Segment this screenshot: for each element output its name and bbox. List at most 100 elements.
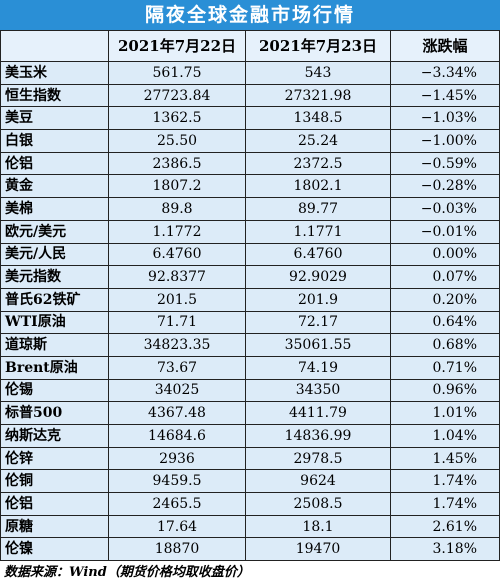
value-cell: 14836.99 [245,424,391,448]
value-cell: 74.19 [245,355,391,380]
value-cell: −1.45% [390,83,500,108]
name-cell: 美元/人民 [0,242,109,267]
value-cell: 0.00% [390,242,500,267]
value-cell: 35061.55 [245,333,391,357]
name-cell: Brent原油 [0,355,109,380]
value-cell: 2508.5 [245,492,391,516]
value-cell: 2372.5 [245,151,391,176]
name-cell: 伦镍 [0,537,109,562]
value-cell: 1802.1 [245,174,391,199]
row: 伦锌 2936 2978.5 1.45% [0,446,500,471]
row: 美元指数 92.8377 92.9029 0.07% [0,265,500,289]
value-cell: 92.8377 [108,265,246,289]
value-cell: 3.18% [390,537,500,562]
value-cell: 0.64% [390,310,500,335]
title: 隔夜全球金融市场行情 [0,0,500,30]
row: 伦镍 18870 19470 3.18% [0,537,500,562]
value-cell: 27723.84 [108,83,246,108]
value-cell: 89.77 [245,197,391,221]
name-cell: 标普500 [0,401,109,425]
value-cell: 19470 [245,537,391,562]
value-cell: 71.71 [108,310,246,335]
name-cell: WTI原油 [0,310,109,335]
header-cell [0,30,109,62]
name-cell: 普氏62铁矿 [0,287,109,312]
value-cell: 34025 [108,378,246,403]
header-row: 2021年7月22日 2021年7月23日 涨跌幅 [0,30,500,62]
row: 白银 25.50 25.24 −1.00% [0,129,500,153]
value-cell: −0.01% [390,219,500,244]
row: 美棉 89.8 89.77 −0.03% [0,197,500,221]
value-cell: 201.9 [245,287,391,312]
value-cell: 1.1771 [245,219,391,244]
name-cell: 恒生指数 [0,83,109,108]
name-cell: 伦铝 [0,151,109,176]
row: 伦铜 9459.5 9624 1.74% [0,469,500,494]
value-cell: 2386.5 [108,151,246,176]
value-cell: 0.20% [390,287,500,312]
row: 原糖 17.64 18.1 2.61% [0,514,500,539]
name-cell: 纳斯达克 [0,424,109,448]
value-cell: 2936 [108,446,246,471]
value-cell: 0.96% [390,378,500,403]
name-cell: 黄金 [0,174,109,199]
row: 黄金 1807.2 1802.1 −0.28% [0,174,500,199]
value-cell: 1.04% [390,424,500,448]
value-cell: 6.4760 [108,242,246,267]
value-cell: −0.03% [390,197,500,221]
value-cell: 14684.6 [108,424,246,448]
value-cell: 1.01% [390,401,500,425]
value-cell: 73.67 [108,355,246,380]
value-cell: −1.00% [390,129,500,153]
row: WTI原油 71.71 72.17 0.64% [0,310,500,335]
value-cell: 72.17 [245,310,391,335]
name-cell: 美元指数 [0,265,109,289]
header-cell: 涨跌幅 [390,30,500,62]
name-cell: 伦锡 [0,378,109,403]
row: 恒生指数 27723.84 27321.98 −1.45% [0,83,500,108]
name-cell: 伦铝 [0,492,109,516]
footer: 数据来源：Wind（期货价格均取收盘价） [4,565,250,581]
value-cell: 1807.2 [108,174,246,199]
table: 2021年7月22日 2021年7月23日 涨跌幅 美玉米 561.75 543 −3.34… [0,30,500,562]
header-cell: 2021年7月22日 [108,30,246,62]
value-cell: −0.28% [390,174,500,199]
value-cell: 0.07% [390,265,500,289]
row: 欧元/美元 1.1772 1.1771 −0.01% [0,219,500,244]
name-cell: 白银 [0,129,109,153]
name-cell: 伦铜 [0,469,109,494]
value-cell: 1.74% [390,492,500,516]
value-cell: 1.1772 [108,219,246,244]
value-cell: 27321.98 [245,83,391,108]
name-cell: 美豆 [0,106,109,131]
value-cell: 0.68% [390,333,500,357]
value-cell: −3.34% [390,61,500,85]
value-cell: 6.4760 [245,242,391,267]
value-cell: 1348.5 [245,106,391,131]
value-cell: 1.74% [390,469,500,494]
row: Brent原油 73.67 74.19 0.71% [0,355,500,380]
name-cell: 原糖 [0,514,109,539]
row: 纳斯达克 14684.6 14836.99 1.04% [0,424,500,448]
row: 伦铝 2386.5 2372.5 −0.59% [0,151,500,176]
value-cell: 34823.35 [108,333,246,357]
value-cell: 9624 [245,469,391,494]
value-cell: 34350 [245,378,391,403]
value-cell: 201.5 [108,287,246,312]
name-cell: 欧元/美元 [0,219,109,244]
value-cell: 9459.5 [108,469,246,494]
name-cell: 美玉米 [0,61,109,85]
name-cell: 美棉 [0,197,109,221]
value-cell: 18870 [108,537,246,562]
value-cell: 89.8 [108,197,246,221]
value-cell: 2.61% [390,514,500,539]
value-cell: 25.50 [108,129,246,153]
value-cell: 1.45% [390,446,500,471]
value-cell: 2465.5 [108,492,246,516]
name-cell: 道琼斯 [0,333,109,357]
value-cell: 561.75 [108,61,246,85]
row: 伦锡 34025 34350 0.96% [0,378,500,403]
value-cell: 1362.5 [108,106,246,131]
value-cell: 17.64 [108,514,246,539]
value-cell: 92.9029 [245,265,391,289]
